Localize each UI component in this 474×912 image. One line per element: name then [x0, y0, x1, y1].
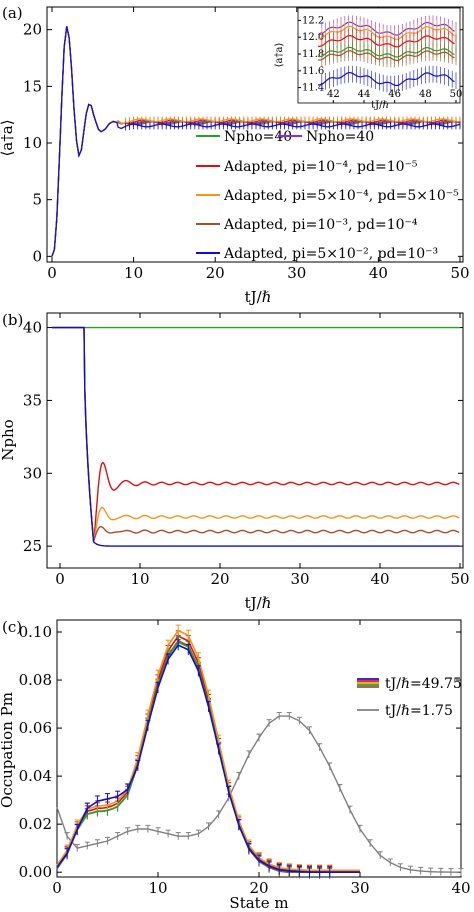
x-tick-label: 50	[450, 570, 469, 588]
series-line-red	[52, 326, 460, 542]
y-tick-label: 0.06	[19, 719, 52, 737]
inset-x-tick-label: 50	[450, 89, 463, 100]
inset-ylabel: ⟨a†a⟩	[274, 43, 285, 68]
panel-a-ylabel: ⟨a†a⟩	[0, 119, 16, 156]
inset-y-tick-label: 11.4	[302, 83, 324, 94]
panel-b-curves	[52, 326, 460, 547]
series-line-red	[56, 634, 360, 872]
legend-label: Adapted, pi=10⁻³, pd=10⁻⁴	[223, 217, 418, 233]
legend-label: Npho=40	[224, 129, 292, 145]
y-tick-label: 10	[23, 134, 42, 152]
panel-a-ticks: 0 10 20 30 40 50 0 5 10 15 20	[23, 7, 470, 282]
y-tick-label: 30	[23, 464, 42, 482]
y-tick-label: 35	[23, 391, 42, 409]
inset-content: 42 44 46 48 50 11.4 11.6 11.8 12.0 12.2	[298, 15, 462, 103]
x-tick-label: 10	[130, 570, 149, 588]
legend-label: tJ/ℏ=49.75	[385, 676, 462, 692]
x-tick-label: 10	[148, 879, 167, 897]
panel-b-ylabel: Npho	[0, 419, 17, 460]
x-tick-label: 0	[52, 879, 62, 897]
series-line-green	[56, 641, 360, 873]
legend-label: Adapted, pi=5×10⁻⁴, pd=5×10⁻⁵	[223, 188, 459, 204]
panel-a-xlabel: tJ/ℏ	[245, 288, 272, 306]
y-tick-label: 0.02	[19, 815, 52, 833]
panel-c-curves	[56, 624, 464, 879]
x-tick-label: 30	[350, 879, 369, 897]
x-tick-label: 40	[369, 264, 388, 282]
inset-x-tick-label: 48	[419, 89, 432, 100]
y-tick-label: 20	[23, 21, 42, 39]
panel-b-frame	[46, 312, 464, 569]
panel-a-curves	[51, 26, 461, 257]
legend-label: Npho=40	[306, 129, 374, 145]
y-tick-label: 0	[32, 247, 42, 265]
inset-y-tick-label: 12.2	[302, 15, 324, 26]
x-tick-label: 40	[451, 879, 470, 897]
y-tick-label: 0.04	[19, 767, 52, 785]
panel-c-ylabel: Occupation Pm	[0, 692, 16, 808]
panel-a-label: (a)	[2, 4, 23, 22]
inset-y-tick-label: 12.0	[302, 32, 324, 43]
x-tick-label: 30	[290, 570, 309, 588]
y-tick-label: 0.00	[19, 863, 52, 881]
series-line-orange	[52, 326, 460, 542]
series-line-brown	[52, 326, 460, 542]
inset-x-tick-label: 42	[327, 89, 340, 100]
x-tick-label: 0	[47, 264, 57, 282]
panel-a-legend: Npho=40 Npho=40 Adapted, pi=10⁻⁴, pd=10⁻⁵ A…	[196, 129, 459, 262]
y-tick-label: 0.10	[19, 623, 52, 641]
panel-b-label: (b)	[2, 311, 23, 329]
y-tick-label: 15	[23, 77, 42, 95]
panel-a-frame	[46, 6, 464, 263]
panel-c-label: (c)	[2, 618, 22, 636]
x-tick-label: 10	[124, 264, 143, 282]
series-line-gray	[56, 715, 459, 873]
series-line-orange	[56, 629, 360, 872]
y-tick-label: 40	[23, 319, 42, 337]
inset-xlabel: tJ/ℏ	[371, 100, 389, 111]
x-tick-label: 0	[55, 570, 65, 588]
panel-c: (c) 0 10 20 30 40 0.00 0.02 0.04 0.06 0.08 0.10 St…	[0, 618, 471, 912]
x-tick-label: 30	[287, 264, 306, 282]
y-tick-label: 25	[23, 537, 42, 555]
inset-x-tick-label: 44	[358, 89, 371, 100]
legend-label: Adapted, pi=5×10⁻², pd=10⁻³	[223, 246, 438, 262]
x-tick-label: 50	[450, 264, 469, 282]
panel-c-ticks: 0 10 20 30 40 0.00 0.02 0.04 0.06 0.08 0.10	[19, 620, 471, 897]
series-line-blue	[56, 644, 360, 873]
legend-label: Adapted, pi=10⁻⁴, pd=10⁻⁵	[223, 159, 418, 175]
series-line-blue	[52, 326, 460, 547]
inset-x-tick-label: 46	[388, 89, 401, 100]
series-line-brown	[56, 639, 360, 873]
panel-b-ticks: 0 10 20 30 40 50 25 30 35 40	[23, 313, 470, 588]
panel-c-xlabel: State m	[229, 894, 288, 912]
panel-b-xlabel: tJ/ℏ	[245, 594, 272, 612]
panel-b: (b) 0 10 20 30 40 50 25 30 35 40 tJ/ℏ Npho	[0, 311, 470, 612]
x-tick-label: 40	[370, 570, 389, 588]
x-tick-label: 20	[249, 879, 268, 897]
legend-label: tJ/ℏ=1.75	[385, 703, 453, 719]
x-tick-label: 20	[210, 570, 229, 588]
y-tick-label: 5	[32, 191, 42, 209]
inset-y-tick-label: 11.8	[302, 49, 324, 60]
x-tick-label: 20	[206, 264, 225, 282]
inset-y-tick-label: 11.6	[302, 66, 324, 77]
panel-c-legend: tJ/ℏ=49.75 tJ/ℏ=1.75	[357, 676, 462, 719]
y-tick-label: 0.08	[19, 671, 52, 689]
